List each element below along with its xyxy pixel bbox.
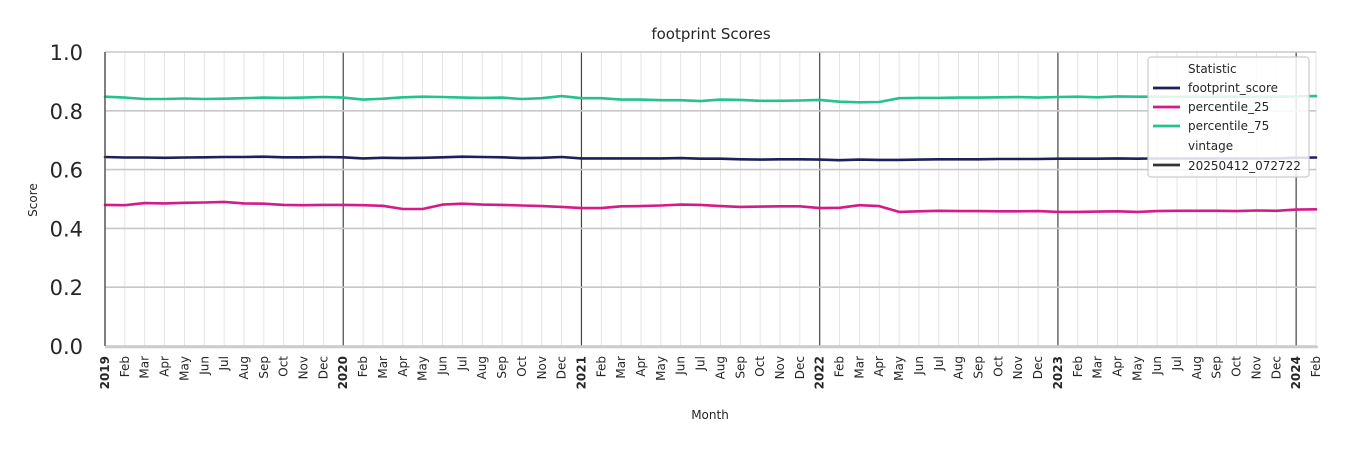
x-tick-month-label: Oct	[753, 356, 767, 377]
x-tick-month-label: Mar	[376, 356, 390, 379]
x-tick-month-label: Mar	[614, 356, 628, 379]
x-tick-month-label: May	[177, 356, 191, 381]
y-tick-label: 0.0	[50, 335, 83, 359]
legend-entry-vintage: 20250412_072722	[1188, 159, 1301, 173]
legend-subtitle: vintage	[1188, 139, 1233, 153]
x-tick-month-label: May	[1130, 356, 1144, 381]
x-tick-month-label: May	[892, 356, 906, 381]
y-tick-label: 0.4	[50, 217, 83, 241]
x-tick-month-label: Aug	[1190, 356, 1204, 379]
x-tick-month-label: Jun	[912, 356, 926, 376]
y-tick-label: 1.0	[50, 41, 83, 65]
x-tick-month-label: Oct	[515, 356, 529, 377]
x-tick-month-label: Sep	[972, 356, 986, 379]
x-tick-month-label: Dec	[555, 356, 569, 379]
x-tick-month-label: Apr	[396, 356, 410, 377]
x-tick-month-label: Aug	[237, 356, 251, 379]
x-tick-month-label: Feb	[1309, 356, 1323, 377]
x-tick-month-label: May	[654, 356, 668, 381]
y-tick-label: 0.2	[50, 276, 83, 300]
x-tick-month-label: Dec	[1269, 356, 1283, 379]
x-axis-label: Month	[691, 408, 729, 422]
x-tick-month-label: Dec	[793, 356, 807, 379]
legend-box	[1147, 56, 1310, 178]
x-tick-month-label: Nov	[1249, 356, 1263, 379]
x-tick-month-label: Oct	[991, 356, 1005, 377]
x-tick-month-label: Nov	[535, 356, 549, 379]
legend-entry-percentile-75: percentile_75	[1188, 119, 1269, 133]
y-tick-label: 0.6	[50, 159, 83, 183]
legend-entry-footprint-score: footprint_score	[1188, 81, 1278, 95]
x-tick-month-label: Oct	[1230, 356, 1244, 377]
y-axis-label: Score	[26, 183, 40, 217]
x-tick-year-label: 2023	[1051, 356, 1065, 389]
x-tick-month-label: Nov	[297, 356, 311, 379]
legend-title: Statistic	[1188, 62, 1237, 76]
series-line-percentile-75	[103, 94, 1318, 104]
x-tick-month-label: Jul	[932, 356, 946, 371]
x-tick-month-label: Jul	[455, 356, 469, 371]
x-tick-month-label: Nov	[1011, 356, 1025, 379]
x-tick-month-label: Feb	[833, 356, 847, 377]
x-tick-month-label: Feb	[1071, 356, 1085, 377]
legend: Statistic footprint_score percentile_25 …	[1147, 56, 1310, 178]
x-tick-month-label: Jun	[197, 356, 211, 376]
x-tick-month-label: Mar	[852, 356, 866, 379]
x-tick-month-label: Jul	[694, 356, 708, 371]
x-tick-year-label: 2020	[336, 356, 350, 389]
x-tick-month-label: Apr	[1110, 356, 1124, 377]
x-tick-year-label: 2024	[1289, 356, 1303, 389]
series-line-percentile-25	[103, 200, 1318, 214]
x-tick-month-label: Aug	[952, 356, 966, 379]
x-tick-month-label: Feb	[594, 356, 608, 377]
legend-entry-percentile-25: percentile_25	[1188, 100, 1269, 114]
x-tick-month-label: Sep	[257, 356, 271, 379]
x-tick-month-label: Dec	[1031, 356, 1045, 379]
x-tick-month-label: Sep	[495, 356, 509, 379]
x-tick-month-label: Apr	[634, 356, 648, 377]
x-tick-month-label: Jun	[435, 356, 449, 376]
x-tick-month-label: Dec	[316, 356, 330, 379]
x-tick-month-label: Apr	[158, 356, 172, 377]
x-tick-year-label: 2019	[98, 356, 112, 389]
x-tick-month-label: May	[416, 356, 430, 381]
x-tick-month-label: Jun	[1150, 356, 1164, 376]
x-tick-month-label: Oct	[277, 356, 291, 377]
x-tick-month-label: Mar	[138, 356, 152, 379]
axes: 0.0 0.2 0.4 0.6 0.8 1.0 2019 Feb Mar Apr May Jun Jul…	[50, 41, 1323, 389]
x-tick-month-label: Feb	[356, 356, 370, 377]
series-line-footprint-score	[103, 155, 1318, 162]
x-tick-month-label: Aug	[475, 356, 489, 379]
series-lines	[103, 94, 1318, 214]
x-tick-month-label: Aug	[713, 356, 727, 379]
x-tick-year-label: 2022	[813, 356, 827, 389]
chart-title: footprint Scores	[651, 25, 771, 43]
x-tick-month-label: Jul	[1170, 356, 1184, 371]
x-tick-month-label: Feb	[118, 356, 132, 377]
x-tick-month-label: Nov	[773, 356, 787, 379]
x-tick-year-label: 2021	[574, 356, 588, 389]
x-tick-month-label: Mar	[1091, 356, 1105, 379]
x-tick-month-label: Apr	[872, 356, 886, 377]
x-tick-month-label: Sep	[733, 356, 747, 379]
x-tick-month-label: Sep	[1210, 356, 1224, 379]
y-tick-label: 0.8	[50, 100, 83, 124]
x-tick-month-label: Jun	[674, 356, 688, 376]
x-tick-month-label: Jul	[217, 356, 231, 371]
